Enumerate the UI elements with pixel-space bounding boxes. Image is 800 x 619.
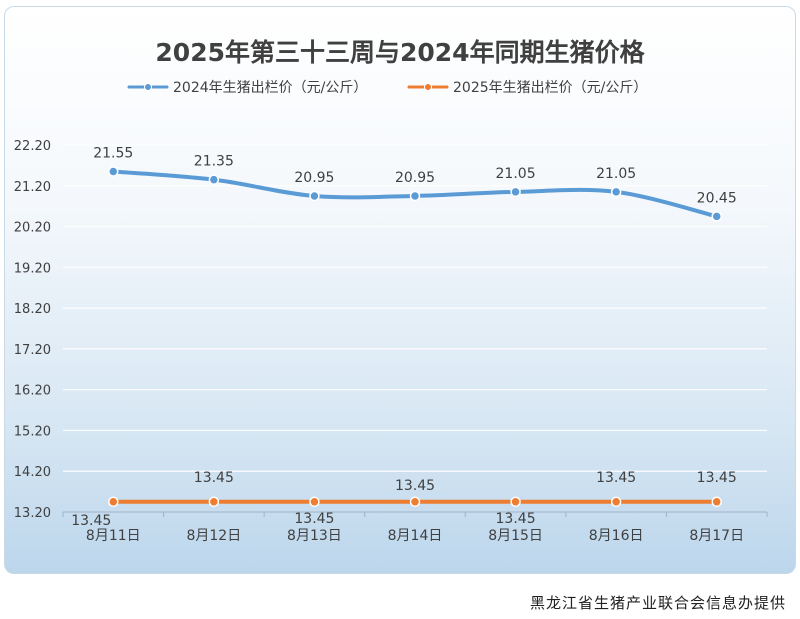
- x-tick-label: 8月12日: [186, 528, 241, 544]
- y-tick-label: 22.20: [14, 139, 51, 154]
- data-point: [108, 166, 119, 177]
- legend-swatch-marker: [144, 83, 152, 91]
- source-credit: 黑龙江省生猪产业联合会信息办提供: [529, 594, 786, 612]
- data-label: 13.45: [294, 511, 334, 527]
- y-tick-label: 19.20: [14, 261, 51, 276]
- data-label: 21.05: [596, 166, 636, 182]
- data-label: 20.95: [395, 170, 435, 186]
- legend-swatch-marker: [424, 83, 432, 91]
- data-point: [409, 190, 421, 202]
- legend-entry: 2025年生猪出栏价（元/公斤）: [453, 80, 647, 96]
- data-point: [309, 496, 320, 508]
- x-tick-label: 8月13日: [287, 528, 342, 544]
- data-label: 20.95: [294, 170, 334, 186]
- x-axis: 8月11日 8月12日 8月13日 8月14日 8月15日 8月16日 8月17日: [62, 511, 768, 544]
- x-tick-label: 8月11日: [86, 528, 141, 544]
- data-label: 13.45: [71, 513, 111, 529]
- data-label: 20.45: [697, 190, 737, 206]
- data-point: [409, 496, 421, 508]
- data-point: [610, 496, 622, 508]
- y-tick-label: 17.20: [14, 343, 51, 358]
- data-point: [510, 496, 521, 508]
- y-tick-label: 18.20: [14, 302, 51, 317]
- data-point: [208, 174, 220, 185]
- y-tick-label: 14.20: [14, 465, 51, 480]
- series-group: [108, 166, 722, 508]
- data-point: [510, 186, 521, 198]
- data-point: [108, 496, 119, 508]
- x-tick-label: 8月15日: [488, 528, 543, 544]
- data-point: [309, 190, 320, 202]
- data-label: 21.35: [194, 154, 234, 170]
- data-label: 21.55: [93, 146, 133, 162]
- data-label: 13.45: [596, 470, 636, 486]
- chart-card: 2025年第三十三周与2024年同期生猪价格 2024年生猪出栏价（元/公斤） 2…: [4, 6, 796, 574]
- data-label: 21.05: [496, 166, 536, 182]
- data-label: 13.45: [697, 470, 737, 486]
- x-tick-label: 8月16日: [589, 528, 644, 544]
- y-axis: 22.20 21.20 20.20 19.20 18.20 17.20 16.20 15.20…: [14, 139, 51, 521]
- data-label: 13.45: [496, 511, 536, 527]
- data-label: 13.45: [395, 478, 435, 494]
- gridlines: [63, 144, 767, 472]
- legend: 2024年生猪出栏价（元/公斤） 2025年生猪出栏价（元/公斤）: [127, 80, 647, 96]
- data-label: 13.45: [194, 470, 234, 486]
- data-point: [610, 186, 622, 198]
- y-tick-label: 20.20: [14, 221, 51, 236]
- legend-entry: 2024年生猪出栏价（元/公斤）: [173, 80, 367, 96]
- x-tick-label: 8月14日: [388, 528, 443, 544]
- data-point: [711, 496, 722, 508]
- line-chart: 2025年第三十三周与2024年同期生猪价格 2024年生猪出栏价（元/公斤） 2…: [14, 38, 768, 544]
- y-tick-label: 16.20: [14, 384, 51, 399]
- y-tick-label: 13.20: [14, 506, 51, 521]
- chart-title: 2025年第三十三周与2024年同期生猪价格: [155, 38, 645, 67]
- data-labels: 21.55 21.35 20.95 20.95 21.05 21.05 20.45 13.45…: [71, 146, 737, 529]
- y-tick-label: 15.20: [14, 424, 51, 439]
- y-tick-label: 21.20: [14, 180, 51, 195]
- x-tick-label: 8月17日: [689, 528, 744, 544]
- data-point: [208, 496, 220, 508]
- data-point: [711, 211, 722, 222]
